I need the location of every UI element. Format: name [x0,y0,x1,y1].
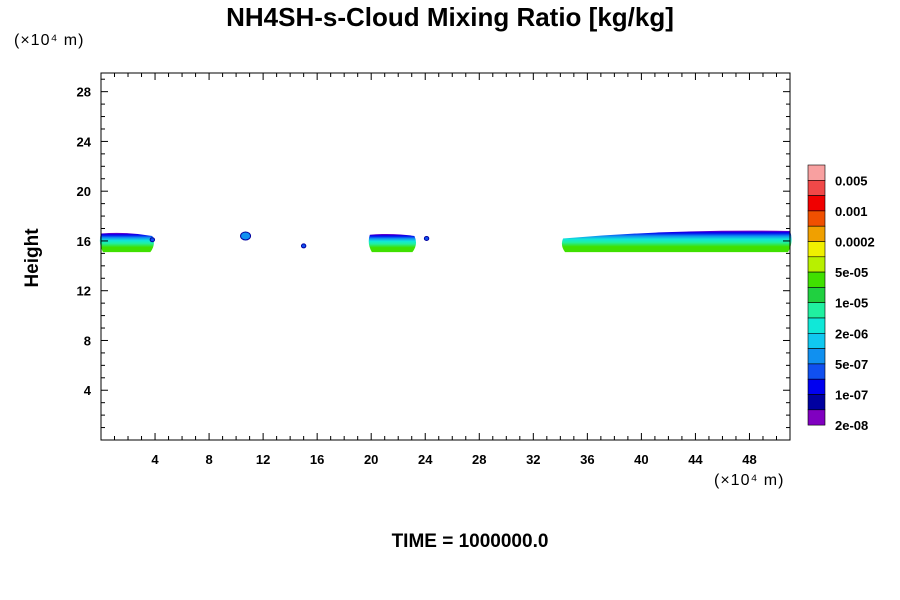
colorbar-swatch [807,256,826,273]
cloud-speck-1 [149,237,156,243]
cloud-speck-4 [423,235,430,241]
x-tick-label: 40 [634,452,648,467]
colorbar-swatch [807,348,826,365]
colorbar-swatch [807,332,826,349]
y-tick-label: 20 [77,184,91,199]
x-tick-label: 12 [256,452,270,467]
cloud-speck-2 [240,231,252,241]
x-tick-label: 48 [742,452,756,467]
y-tick-label: 12 [77,284,91,299]
time-label: TIME = 1000000.0 [391,531,549,552]
cloud-region-1 [99,232,154,253]
x-tick-label: 28 [472,452,486,467]
cloud-region-2 [368,233,417,253]
colorbar-swatch [807,317,826,334]
colorbar-label: 0.005 [835,173,868,188]
colorbar: 0.005 0.001 0.0002 5e-05 1e-05 2e-06 5e-07 1e-0… [807,164,875,433]
plot-frame [100,72,791,441]
colorbar-swatch [807,409,826,426]
colorbar-swatch [807,241,826,258]
y-tick-label: 24 [77,134,92,149]
colorbar-label: 5e-07 [835,357,868,372]
y-tick-label: 16 [77,234,91,249]
y-tick-label: 4 [84,383,92,398]
cloud-speck-3 [300,243,307,249]
y-tick-label: 8 [84,333,91,348]
x-tick-label: 20 [364,452,378,467]
x-tick-label: 16 [310,452,324,467]
colorbar-swatch [807,271,826,288]
colorbar-swatch [807,180,826,196]
x-tick-label: 44 [688,452,703,467]
colorbar-label: 5e-05 [835,265,868,280]
x-tick-label: 32 [526,452,540,467]
chart-title: NH4SH-s-Cloud Mixing Ratio [kg/kg] [226,2,674,32]
y-axis-unit: (×10⁴ m) [14,32,85,49]
colorbar-label: 0.0002 [835,235,875,250]
cloud-region-3 [561,230,792,253]
x-axis-unit: (×10⁴ m) [714,472,785,489]
colorbar-label: 0.001 [835,204,868,219]
colorbar-swatch [807,302,826,319]
colorbar-label: 2e-08 [835,418,868,433]
colorbar-swatch [807,210,826,227]
colorbar-swatch [807,378,826,395]
x-tick-label: 8 [205,452,212,467]
x-tick-label: 24 [418,452,433,467]
colorbar-label: 2e-06 [835,326,868,341]
colorbar-swatch [807,164,826,181]
colorbar-swatch [807,363,826,380]
colorbar-label: 1e-07 [835,388,868,403]
colorbar-swatch [807,394,826,411]
y-tick-label: 28 [77,85,91,100]
colorbar-swatch [807,195,826,212]
x-tick-label: 36 [580,452,594,467]
colorbar-swatch [807,225,826,242]
colorbar-swatch [807,287,826,303]
x-tick-label: 4 [151,452,159,467]
colorbar-label: 1e-05 [835,296,868,311]
